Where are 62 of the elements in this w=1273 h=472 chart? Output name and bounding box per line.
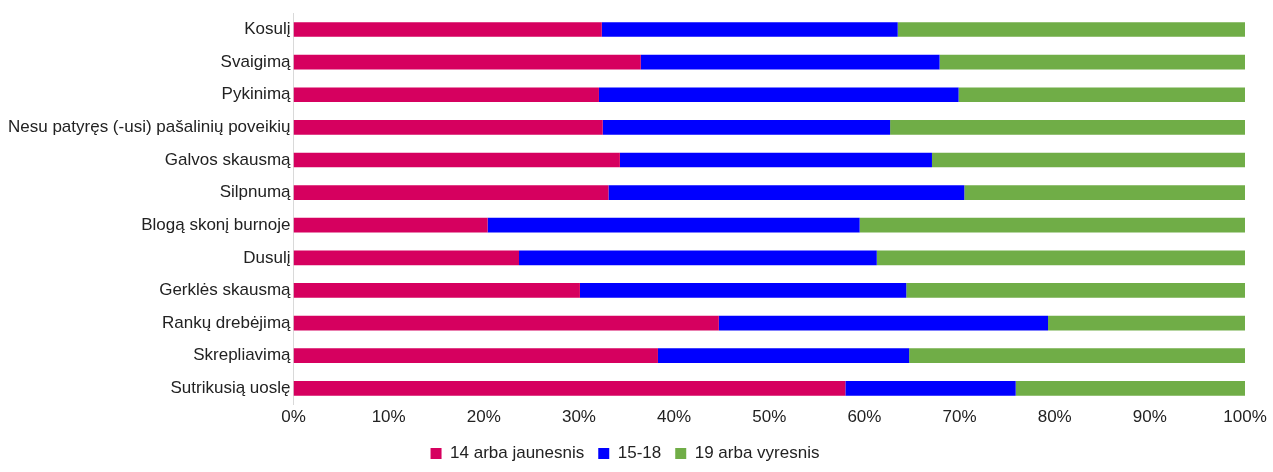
x-tick-label: 0% <box>281 407 306 427</box>
bar <box>293 283 580 298</box>
x-tick-label: 20% <box>466 407 501 427</box>
x-tick-label: 40% <box>657 407 692 427</box>
y-tick-label: Rankų drebėjimą <box>162 312 292 332</box>
y-tick-label: Sutrikusią uoslę <box>170 377 291 397</box>
bar <box>519 250 877 266</box>
x-tick-label: 10% <box>371 407 406 427</box>
bar <box>293 217 488 233</box>
legend-label: 15-18 <box>617 443 662 463</box>
bar <box>657 348 910 364</box>
bar <box>939 54 1245 70</box>
bar <box>293 250 520 266</box>
bar <box>909 348 1245 364</box>
x-tick-label: 100% <box>1223 407 1267 427</box>
y-tick-label: Gerklės skausmą <box>159 280 292 300</box>
y-tick-label: Pykinimą <box>221 84 292 104</box>
bar <box>293 120 603 135</box>
bar <box>293 22 602 37</box>
bar <box>906 283 1245 298</box>
bar <box>859 217 1245 233</box>
y-tick-label: Silpnumą <box>219 182 292 202</box>
y-tick-label: Dusulį <box>243 247 291 267</box>
bar <box>1015 380 1245 396</box>
y-tick-label: Kosulį <box>244 19 291 39</box>
x-tick-label: 70% <box>942 407 977 427</box>
y-tick-label: Galvos skausmą <box>164 149 292 169</box>
bar <box>640 54 940 70</box>
bar <box>964 185 1245 200</box>
bar <box>608 185 965 200</box>
bar <box>293 54 641 70</box>
y-tick-label: Skrepliavimą <box>193 345 292 365</box>
x-tick-label: 50% <box>752 407 787 427</box>
bar <box>293 152 620 168</box>
bar <box>718 315 1049 331</box>
bar <box>293 87 599 103</box>
x-tick-label: 30% <box>561 407 596 427</box>
bar <box>890 120 1245 135</box>
bar <box>293 315 719 331</box>
legend-label: 14 arba jaunesnis <box>450 443 585 463</box>
y-tick-label: Blogą skonį burnoje <box>141 214 291 234</box>
bar <box>293 380 846 396</box>
y-tick-label: Nesu patyręs (-usi) pašalinių poveikių <box>7 117 291 137</box>
legend-label: 19 arba vyresnis <box>694 443 820 463</box>
bar <box>293 348 658 364</box>
bar <box>487 217 860 233</box>
bar <box>579 283 907 298</box>
x-tick-label: 80% <box>1037 407 1072 427</box>
bar <box>1048 315 1245 331</box>
bar <box>601 22 898 37</box>
x-tick-label: 60% <box>847 407 882 427</box>
bar <box>619 152 932 168</box>
bar <box>931 152 1245 168</box>
bar <box>876 250 1245 266</box>
bar <box>602 120 891 135</box>
x-tick-label: 90% <box>1132 407 1167 427</box>
bar <box>897 22 1245 37</box>
y-tick-label: Svaigimą <box>220 51 292 71</box>
bar <box>293 185 609 200</box>
bar <box>958 87 1245 103</box>
bar <box>598 87 959 103</box>
bar <box>845 380 1016 396</box>
